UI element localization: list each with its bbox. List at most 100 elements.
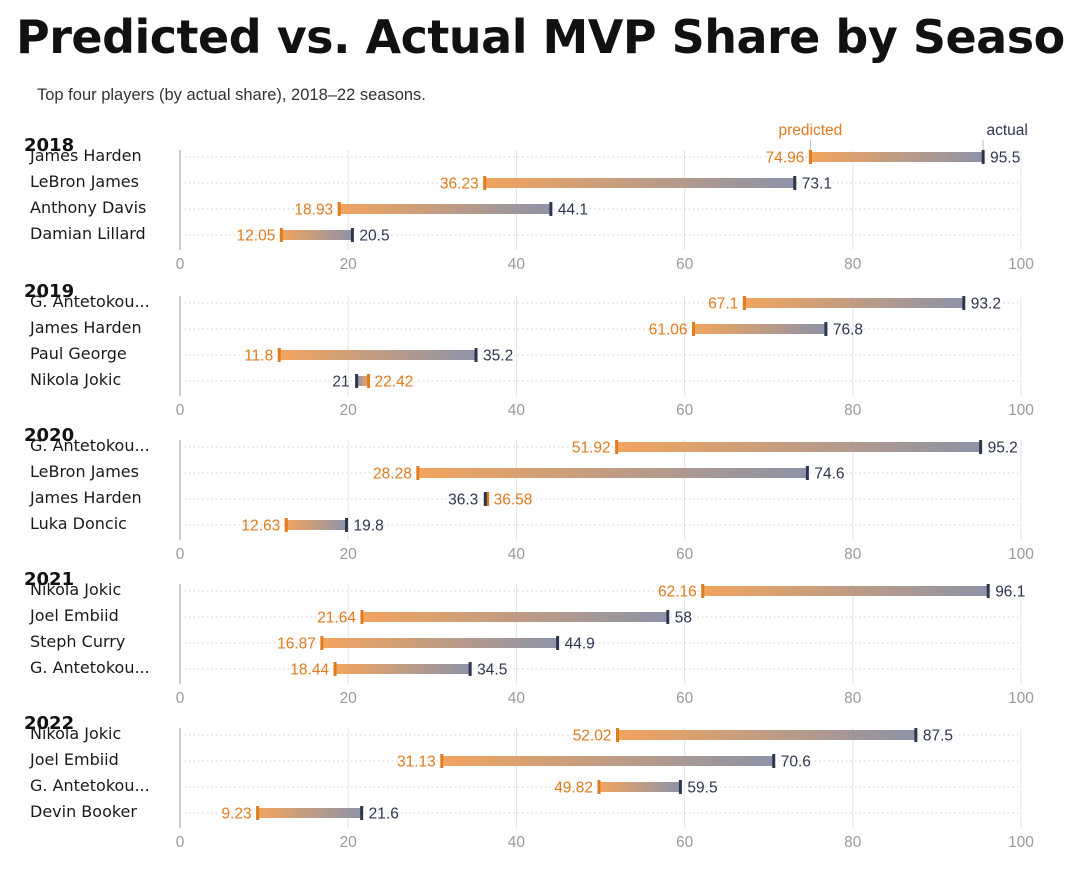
- actual-marker: [981, 150, 985, 164]
- tick-label: 0: [176, 690, 185, 707]
- dumbbell-bar: [286, 520, 347, 530]
- tick-label: 40: [508, 256, 526, 273]
- actual-value-label: 20.5: [359, 228, 389, 245]
- predicted-value-label: 51.92: [572, 440, 611, 457]
- actual-marker: [824, 322, 828, 336]
- player-label: James Harden: [29, 488, 142, 507]
- season-label: 2022: [24, 713, 74, 734]
- tick-label: 40: [508, 546, 526, 563]
- predicted-value-label: 52.02: [573, 728, 612, 745]
- tick-label: 100: [1008, 546, 1034, 563]
- actual-marker: [360, 806, 364, 820]
- dumbbell-bar: [744, 298, 964, 308]
- actual-value-label: 58: [675, 610, 692, 627]
- actual-value-label: 36.3: [448, 492, 478, 509]
- player-label: G. Antetokou...: [30, 776, 150, 795]
- actual-value-label: 35.2: [483, 348, 513, 365]
- season-panel-2020: 2020 0 20 40 60 80 100 G. Antetokou... 51.92 95.2…: [24, 425, 1034, 563]
- tick-label: 40: [508, 690, 526, 707]
- actual-marker: [549, 202, 553, 216]
- dumbbell-bar: [321, 638, 558, 648]
- predicted-marker: [284, 518, 288, 532]
- actual-value-label: 76.8: [833, 322, 863, 339]
- tick-label: 80: [844, 546, 862, 563]
- predicted-marker: [440, 754, 444, 768]
- predicted-marker: [597, 780, 601, 794]
- actual-value-label: 95.2: [988, 440, 1018, 457]
- predicted-value-label: 18.93: [294, 202, 333, 219]
- predicted-value-label: 62.16: [658, 584, 697, 601]
- actual-marker: [666, 610, 670, 624]
- predicted-value-label: 12.05: [237, 228, 276, 245]
- predicted-marker: [360, 610, 364, 624]
- player-label: G. Antetokou...: [30, 658, 150, 677]
- predicted-marker: [692, 322, 696, 336]
- player-label: Damian Lillard: [30, 224, 146, 243]
- player-label: Anthony Davis: [30, 198, 146, 217]
- actual-value-label: 96.1: [995, 584, 1025, 601]
- player-label: James Harden: [29, 318, 142, 337]
- predicted-marker: [486, 492, 490, 506]
- tick-label: 80: [844, 834, 862, 851]
- player-label: Joel Embiid: [29, 750, 119, 769]
- predicted-value-label: 22.42: [375, 374, 414, 391]
- predicted-value-label: 36.23: [440, 176, 479, 193]
- dumbbell-bar: [810, 152, 984, 162]
- tick-label: 0: [176, 834, 185, 851]
- predicted-marker: [808, 150, 812, 164]
- dumbbell-bar: [279, 350, 477, 360]
- season-panel-2018: 2018 0 20 40 60 80 100 predicted actual James Har…: [24, 122, 1034, 273]
- actual-marker: [793, 176, 797, 190]
- season-label: 2020: [24, 425, 74, 446]
- player-label: Nikola Jokic: [30, 580, 121, 599]
- predicted-value-label: 67.1: [708, 296, 738, 313]
- chart-title: Predicted vs. Actual MVP Share by Season: [16, 10, 1065, 64]
- tick-label: 80: [844, 256, 862, 273]
- predicted-marker: [277, 348, 281, 362]
- actual-value-label: 93.2: [971, 296, 1001, 313]
- tick-label: 0: [176, 402, 185, 419]
- tick-label: 40: [508, 834, 526, 851]
- predicted-value-label: 16.87: [277, 636, 316, 653]
- dumbbell-bar: [335, 664, 471, 674]
- predicted-value-label: 11.8: [244, 348, 273, 365]
- dumbbell-bar: [417, 468, 808, 478]
- dumbbell-bar: [617, 730, 916, 740]
- player-label: Nikola Jokic: [30, 724, 121, 743]
- actual-marker: [345, 518, 349, 532]
- predicted-marker: [337, 202, 341, 216]
- actual-value-label: 21: [332, 374, 349, 391]
- actual-value-label: 44.9: [565, 636, 595, 653]
- player-label: LeBron James: [30, 462, 139, 481]
- player-label: Nikola Jokic: [30, 370, 121, 389]
- actual-marker: [483, 492, 487, 506]
- tick-label: 100: [1008, 834, 1034, 851]
- actual-marker: [962, 296, 966, 310]
- player-label: Luka Doncic: [30, 514, 127, 533]
- chart-subtitle: Top four players (by actual share), 2018…: [37, 86, 426, 104]
- player-label: James Harden: [29, 146, 142, 165]
- season-panel-2019: 2019 0 20 40 60 80 100 G. Antetokou... 67.1 93.2 J…: [24, 281, 1034, 419]
- tick-label: 20: [340, 402, 358, 419]
- player-label: G. Antetokou...: [30, 292, 150, 311]
- actual-marker: [979, 440, 983, 454]
- predicted-marker: [320, 636, 324, 650]
- predicted-value-label: 36.58: [494, 492, 533, 509]
- player-label: Devin Booker: [30, 802, 137, 821]
- predicted-value-label: 9.23: [221, 806, 251, 823]
- tick-label: 20: [340, 690, 358, 707]
- player-label: G. Antetokou...: [30, 436, 150, 455]
- predicted-value-label: 31.13: [397, 754, 436, 771]
- season-label: 2021: [24, 569, 74, 590]
- predicted-marker: [483, 176, 487, 190]
- actual-value-label: 34.5: [477, 662, 507, 679]
- tick-label: 100: [1008, 256, 1034, 273]
- predicted-marker: [615, 440, 619, 454]
- dumbbell-bar: [257, 808, 362, 818]
- tick-label: 40: [508, 402, 526, 419]
- actual-marker: [350, 228, 354, 242]
- tick-label: 60: [676, 690, 694, 707]
- season-label: 2018: [24, 135, 74, 156]
- predicted-value-label: 74.96: [766, 150, 805, 167]
